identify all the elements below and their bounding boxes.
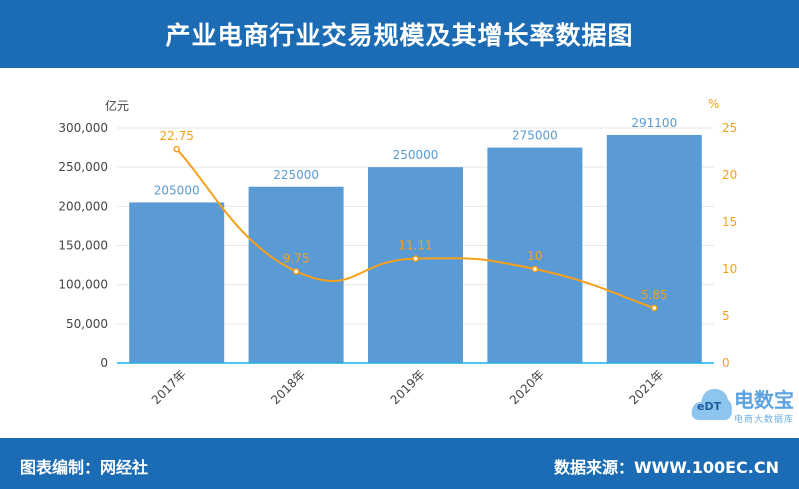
logo-mark: eDT [697, 400, 722, 413]
y2-tick-label: 25 [722, 121, 737, 135]
y2-axis-title: % [708, 97, 719, 111]
bar-data-label: 291100 [631, 116, 677, 130]
bar [487, 147, 583, 363]
growth-rate-point [651, 304, 658, 312]
y-tick-label: 100,000 [58, 278, 108, 292]
bar-data-label: 275000 [512, 129, 558, 143]
bar [129, 202, 225, 363]
bar [248, 186, 344, 363]
logo-name: 电数宝 [734, 388, 794, 412]
footer-source: 数据来源：WWW.100EC.CN [553, 458, 779, 477]
bar [368, 167, 463, 363]
growth-rate-point [531, 265, 539, 273]
y-tick-label: 300,000 [58, 121, 108, 135]
y-tick-label: 250,000 [58, 160, 108, 174]
y2-tick-label: 20 [722, 168, 737, 182]
y2-tick-label: 15 [722, 215, 737, 229]
growth-rate-point [412, 255, 419, 262]
y-tick-label: 150,000 [58, 239, 108, 253]
growth-rate-point [292, 268, 300, 275]
y-axis-title: 亿元 [105, 98, 129, 113]
footer-credit: 图表编制：网经社 [20, 458, 149, 477]
growth-rate-label: 9.75 [283, 251, 310, 265]
y2-tick-label: 5 [722, 309, 730, 323]
x-tick-label: 2020年 [507, 367, 547, 407]
growth-rate-label: 5.85 [641, 288, 668, 302]
logo-subtitle: 电商大数据库 [734, 415, 795, 425]
y-tick-label: 200,000 [58, 199, 108, 213]
growth-rate-label: 22.75 [160, 129, 194, 143]
chart-title: 产业电商行业交易规模及其增长率数据图 [0, 0, 799, 68]
x-tick-label: 2021年 [626, 367, 666, 407]
y-tick-label: 50,000 [66, 317, 108, 331]
y-tick-label: 0 [100, 356, 108, 370]
cloud-icon [691, 388, 732, 420]
x-tick-label: 2019年 [388, 367, 428, 407]
footer: 图表编制：网经社 数据来源：WWW.100EC.CN [0, 438, 799, 489]
growth-rate-label: 10 [527, 249, 542, 263]
growth-rate-label: 11.11 [398, 239, 432, 253]
y2-tick-label: 0 [722, 356, 730, 370]
bar [606, 134, 702, 363]
watermark-logo: eDT 电数宝 电商大数据库 [690, 380, 799, 434]
y2-tick-label: 10 [722, 262, 737, 276]
x-tick-label: 2018年 [268, 367, 308, 407]
bar-data-label: 250000 [393, 148, 439, 162]
x-tick-label: 2017年 [149, 367, 189, 407]
bar-data-label: 205000 [154, 183, 200, 197]
growth-rate-point [173, 145, 180, 153]
growth-rate-line [175, 148, 655, 309]
bar-data-label: 225000 [273, 168, 319, 182]
